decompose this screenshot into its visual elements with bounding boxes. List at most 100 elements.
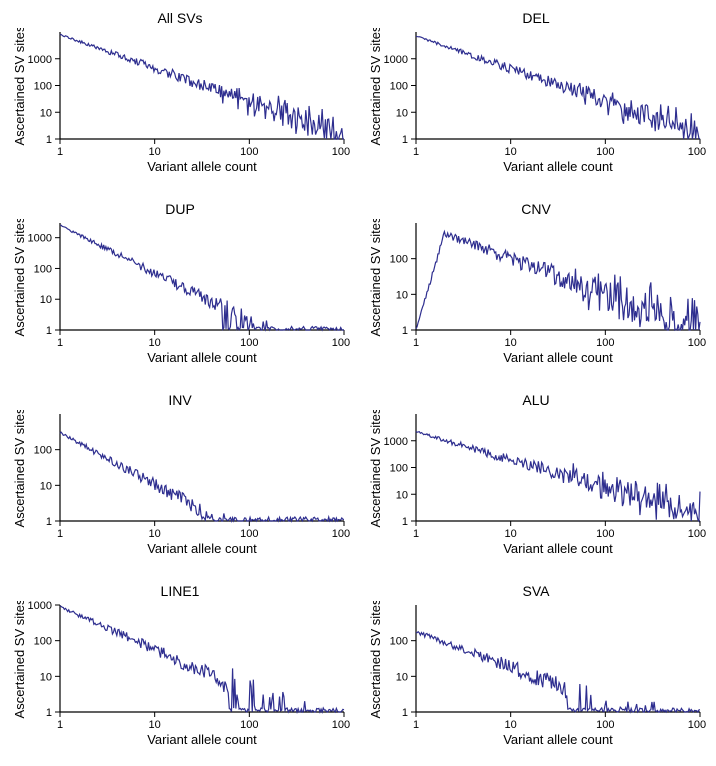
- svg-text:1000: 1000: [688, 719, 706, 731]
- svg-text:1000: 1000: [28, 233, 52, 245]
- svg-text:100: 100: [596, 719, 614, 731]
- svg-text:10: 10: [396, 489, 408, 501]
- panel-inv: INV 1 10 100 1000 1 10 100 Variant allele cou…: [10, 392, 350, 575]
- svg-text:1: 1: [46, 325, 52, 337]
- svg-text:1: 1: [57, 337, 63, 349]
- svg-text:1: 1: [402, 134, 408, 146]
- svg-text:10: 10: [149, 528, 161, 540]
- chart-wrap: 1101001000 110100 Variant allele count A…: [366, 219, 706, 384]
- svg-text:10: 10: [505, 528, 517, 540]
- svg-text:1000: 1000: [688, 528, 706, 540]
- svg-text:100: 100: [596, 337, 614, 349]
- panel-title: All SVs: [157, 10, 202, 26]
- panel-title: SVA: [523, 583, 550, 599]
- svg-text:1: 1: [57, 719, 63, 731]
- xlabel: Variant allele count: [147, 541, 257, 556]
- svg-text:1000: 1000: [332, 719, 350, 731]
- ylabel: Ascertained SV sites: [368, 410, 383, 527]
- svg-text:1: 1: [46, 516, 52, 528]
- svg-text:1: 1: [46, 707, 52, 719]
- svg-text:1000: 1000: [332, 146, 350, 158]
- chart-del: 1101001000 1101001000 Variant allele cou…: [366, 28, 706, 193]
- xlabel: Variant allele count: [503, 159, 613, 174]
- xlabel: Variant allele count: [147, 732, 257, 747]
- svg-text:10: 10: [40, 480, 52, 492]
- chart-wrap: 1101001000 110100 Variant allele count A…: [366, 601, 706, 766]
- panel-alu: ALU 1 10 100 1000 1 10 100 1000 Variant allele…: [366, 392, 706, 575]
- svg-text:1000: 1000: [28, 601, 52, 612]
- svg-text:100: 100: [34, 263, 52, 275]
- svg-text:1000: 1000: [384, 436, 408, 448]
- panel-title: ALU: [522, 392, 549, 408]
- svg-text:1: 1: [413, 528, 419, 540]
- svg-text:100: 100: [390, 81, 408, 93]
- svg-text:1: 1: [402, 707, 408, 719]
- chart-cnv: 1101001000 110100 Variant allele count A…: [366, 219, 706, 384]
- svg-text:1000: 1000: [688, 146, 706, 158]
- chart-alu: 1 10 100 1000 1 10 100 1000 Variant allele cou…: [366, 410, 706, 575]
- svg-text:1: 1: [402, 325, 408, 337]
- svg-text:1: 1: [413, 719, 419, 731]
- xlabel: Variant allele count: [503, 732, 613, 747]
- svg-text:10: 10: [40, 294, 52, 306]
- xlabel: Variant allele count: [503, 541, 613, 556]
- svg-text:10: 10: [149, 337, 161, 349]
- svg-text:1: 1: [413, 146, 419, 158]
- chart-wrap: 1 10 100 1000 1 10 100 1000 Variant allele cou…: [366, 410, 706, 575]
- svg-text:10: 10: [149, 146, 161, 158]
- svg-text:1: 1: [402, 516, 408, 528]
- svg-text:10: 10: [396, 107, 408, 119]
- svg-text:1: 1: [413, 337, 419, 349]
- svg-text:10: 10: [505, 719, 517, 731]
- ylabel: Ascertained SV sites: [368, 219, 383, 336]
- panel-title: INV: [168, 392, 191, 408]
- svg-text:100: 100: [34, 81, 52, 93]
- svg-text:1: 1: [57, 146, 63, 158]
- svg-text:100: 100: [240, 719, 258, 731]
- svg-text:100: 100: [390, 463, 408, 475]
- panel-title: DUP: [165, 201, 195, 217]
- svg-text:100: 100: [34, 445, 52, 457]
- svg-text:100: 100: [240, 528, 258, 540]
- svg-text:100: 100: [240, 146, 258, 158]
- panel-line1: LINE1 1101001000 1101001000 Variant alle…: [10, 583, 350, 766]
- xlabel: Variant allele count: [147, 159, 257, 174]
- chart-wrap: 1 10 100 1000 1 10 100 1000 Variant allele cou…: [10, 219, 350, 384]
- chart-wrap: 1101001000 1101001000 Variant allele cou…: [366, 28, 706, 193]
- panel-title: LINE1: [161, 583, 200, 599]
- chart-all-svs: 1 10 100 1000 1 10 100 1000 Variant allele cou…: [10, 28, 350, 193]
- chart-grid: All SVs 1 10 100 1000 1 10 100 1000 Variant al…: [10, 10, 706, 704]
- ylabel: Ascertained SV sites: [12, 28, 27, 145]
- panel-cnv: CNV 1101001000 110100 Variant allele cou…: [366, 201, 706, 384]
- svg-text:100: 100: [390, 636, 408, 648]
- svg-text:1000: 1000: [28, 54, 52, 66]
- panel-title: DEL: [522, 10, 549, 26]
- chart-wrap: 1101001000 1101001000 Variant allele cou…: [10, 601, 350, 766]
- svg-text:100: 100: [596, 528, 614, 540]
- svg-text:1000: 1000: [384, 54, 408, 66]
- svg-text:100: 100: [240, 337, 258, 349]
- chart-dup: 1 10 100 1000 1 10 100 1000 Variant allele cou…: [10, 219, 350, 384]
- svg-text:10: 10: [40, 107, 52, 119]
- svg-text:1000: 1000: [332, 528, 350, 540]
- svg-text:10: 10: [149, 719, 161, 731]
- svg-text:10: 10: [396, 289, 408, 301]
- panel-dup: DUP 1 10 100 1000 1 10 100 1000 Variant allele…: [10, 201, 350, 384]
- svg-text:10: 10: [396, 671, 408, 683]
- svg-text:1: 1: [46, 134, 52, 146]
- ylabel: Ascertained SV sites: [12, 410, 27, 527]
- chart-wrap: 1 10 100 1000 1 10 100 1000 Variant allele cou…: [10, 28, 350, 193]
- panel-del: DEL 1101001000 1101001000 Variant allele…: [366, 10, 706, 193]
- ylabel: Ascertained SV sites: [12, 219, 27, 336]
- svg-text:100: 100: [34, 636, 52, 648]
- xlabel: Variant allele count: [503, 350, 613, 365]
- panel-title: CNV: [521, 201, 551, 217]
- chart-sva: 1101001000 110100 Variant allele count A…: [366, 601, 706, 766]
- chart-line1: 1101001000 1101001000 Variant allele cou…: [10, 601, 350, 766]
- svg-text:10: 10: [505, 337, 517, 349]
- svg-text:1000: 1000: [332, 337, 350, 349]
- svg-text:1: 1: [57, 528, 63, 540]
- panel-sva: SVA 1 10 100 1000 1 10 100 Variant allele cou…: [366, 583, 706, 766]
- svg-text:100: 100: [596, 146, 614, 158]
- xlabel: Variant allele count: [147, 350, 257, 365]
